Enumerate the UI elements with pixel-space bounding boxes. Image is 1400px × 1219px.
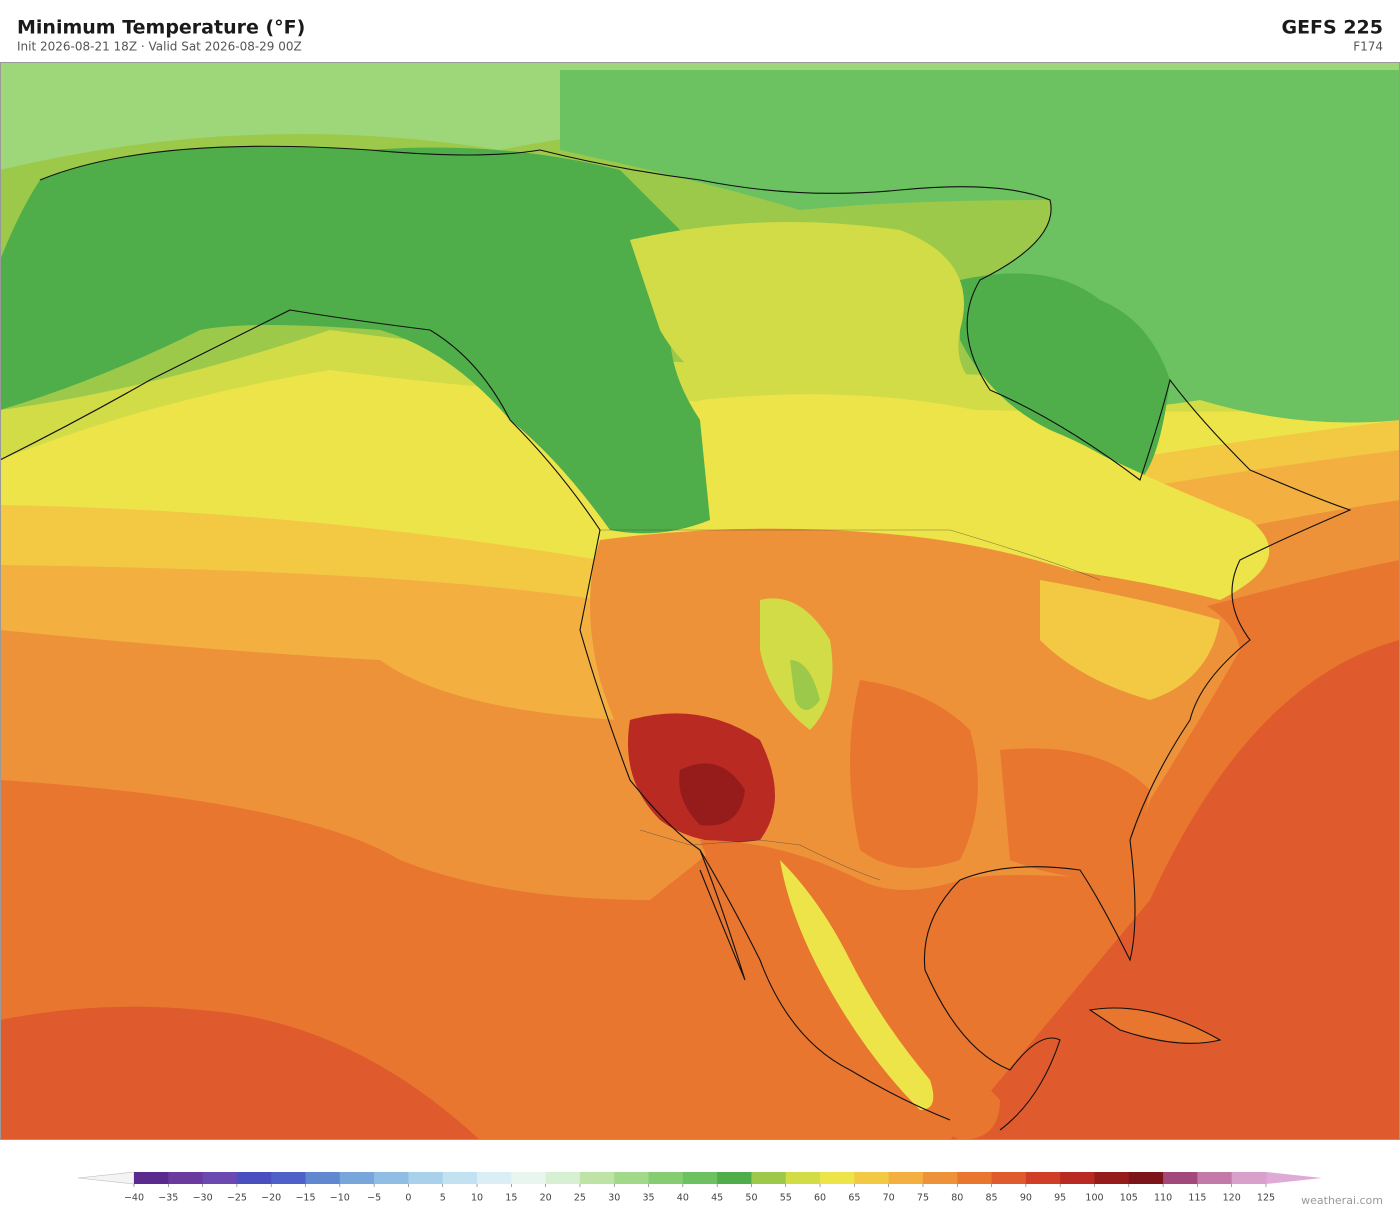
colorbar-segment: [545, 1172, 581, 1184]
credit: weatherai.com: [1301, 1194, 1383, 1207]
colorbar-tick-label: 75: [917, 1193, 929, 1204]
map: [0, 62, 1400, 1140]
hudson-bay: [960, 273, 1170, 480]
colorbar-segment: [1025, 1172, 1061, 1184]
colorbar-segment: [751, 1172, 787, 1184]
colorbar-tick-label: −20: [261, 1193, 281, 1204]
colorbar-tick-label: 50: [745, 1193, 757, 1204]
colorbar-tick-label: 55: [780, 1193, 792, 1204]
colorbar-segment: [785, 1172, 821, 1184]
colorbar-tick-label: 45: [711, 1193, 723, 1204]
colorbar-segment: [477, 1172, 512, 1184]
prairies: [630, 222, 1000, 420]
colorbar-tick-label: 65: [848, 1193, 860, 1204]
colorbar-tick-label: 40: [677, 1193, 689, 1204]
colorbar: −40 −35 −30 −25 −20 −15 −10 −5 0 5 10 15 20 25 30 35 40 4…: [77, 1171, 1322, 1204]
colorbar-segment: [442, 1172, 478, 1184]
southeast-us: [1000, 748, 1150, 880]
colorbar-segment: [236, 1172, 272, 1184]
colorbar-segment: [717, 1172, 752, 1184]
colorbar-tick-label: −35: [158, 1193, 178, 1204]
colorbar-segment: [614, 1172, 649, 1184]
colorbar-under: [77, 1171, 135, 1185]
colorbar-segment: [820, 1172, 855, 1184]
colorbar-segment: [648, 1172, 684, 1184]
colorbar-segment: [408, 1172, 444, 1184]
colorbar-segment: [134, 1172, 169, 1184]
colorbar-segment: [579, 1172, 615, 1184]
colorbar-segment: [202, 1172, 238, 1184]
great-lakes: [1040, 580, 1220, 700]
colorbar-segment: [1197, 1172, 1233, 1184]
colorbar-tick-label: 5: [440, 1193, 446, 1204]
model-name: GEFS 225: [1281, 17, 1383, 39]
colorbar-segment: [374, 1172, 409, 1184]
colorbar-tick-label: 70: [883, 1193, 895, 1204]
colorbar-tick-label: 85: [986, 1193, 998, 1204]
colorbar-tick-label: 30: [608, 1193, 620, 1204]
desert-core: [679, 763, 745, 826]
colorbar-tick-label: 80: [951, 1193, 963, 1204]
colorbar-tick-label: 60: [814, 1193, 826, 1204]
colorbar-tick-label: 15: [505, 1193, 517, 1204]
colorbar-tick-label: 105: [1120, 1193, 1138, 1204]
colorbar-segment: [1231, 1172, 1267, 1184]
northern-canada: [560, 70, 1400, 423]
colorbar-segment: [1128, 1172, 1164, 1184]
colorbar-tick-label: 20: [540, 1193, 552, 1204]
colorbar-segment: [339, 1172, 375, 1184]
colorbar-segment: [991, 1172, 1027, 1184]
alaska: [0, 146, 443, 410]
colorbar-tick-label: 0: [405, 1193, 411, 1204]
colorbar-over: [1266, 1172, 1322, 1184]
southern-plains: [850, 680, 978, 868]
colorbar-segment: [957, 1172, 992, 1184]
colorbar-tick-label: −15: [295, 1193, 315, 1204]
rockies-high: [790, 660, 820, 710]
colorbar-segment: [1060, 1172, 1095, 1184]
colorbar-segment: [922, 1172, 958, 1184]
colorbar-tick-label: −25: [227, 1193, 247, 1204]
colorbar-tick-label: −10: [330, 1193, 350, 1204]
southern-canada: [700, 394, 1270, 600]
colorbar-tick-label: 110: [1154, 1193, 1172, 1204]
colorbar-tick-label: 95: [1054, 1193, 1066, 1204]
colorbar-segment: [1094, 1172, 1130, 1184]
colorbar-tick-label: −40: [124, 1193, 144, 1204]
map-subtitle: Init 2026-08-21 18Z · Valid Sat 2026-08-…: [17, 40, 302, 54]
colorbar-segment: [305, 1172, 341, 1184]
colorbar-tick-label: 90: [1020, 1193, 1032, 1204]
colorbar-segment: [168, 1172, 204, 1184]
map-title: Minimum Temperature (°F): [17, 17, 305, 39]
colorbar-segment: [511, 1172, 547, 1184]
colorbar-tick-label: −30: [193, 1193, 213, 1204]
mexican-plateau: [780, 860, 934, 1110]
colorbar-tick-label: 10: [471, 1193, 483, 1204]
colorbar-tick-label: 125: [1257, 1193, 1275, 1204]
colorbar-segment: [854, 1172, 890, 1184]
colorbar-segment: [1163, 1172, 1198, 1184]
colorbar-tick-label: 115: [1188, 1193, 1206, 1204]
colorbar-tick-label: 120: [1223, 1193, 1241, 1204]
colorbar-segment: [682, 1172, 718, 1184]
colorbar-tick-label: 25: [574, 1193, 586, 1204]
colorbar-tick-label: 35: [642, 1193, 654, 1204]
colorbar-tick-label: −5: [367, 1193, 381, 1204]
colorbar-tick-label: 100: [1085, 1193, 1103, 1204]
western-canada: [370, 147, 710, 534]
colorbar-segment: [271, 1172, 306, 1184]
cuba: [1090, 1008, 1220, 1044]
colorbar-segment: [888, 1172, 924, 1184]
forecast-hour: F174: [1353, 40, 1383, 54]
